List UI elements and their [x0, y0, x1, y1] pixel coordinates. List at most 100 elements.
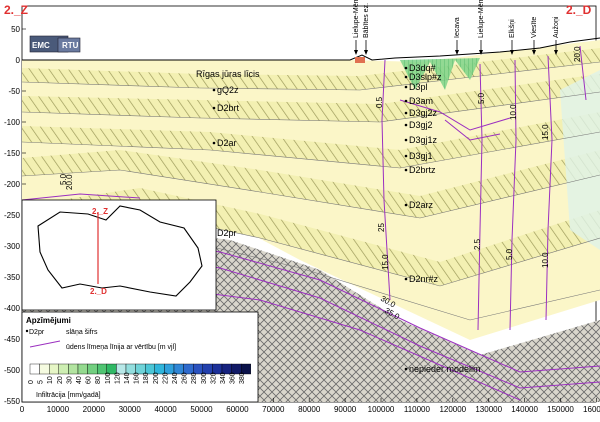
place-label: Lielupe-Mēmele [478, 0, 485, 38]
legend-layer-code-desc: slāņa šifrs [66, 329, 98, 336]
inset-bottom-label: 2._D [90, 287, 107, 296]
layer-label: D3gj2 [409, 120, 433, 130]
x-tick-label: 40000 [154, 405, 177, 414]
scale-swatch [49, 363, 60, 375]
layer-label: nepieder modelim [409, 364, 481, 374]
layer-dot [404, 75, 408, 79]
x-tick-label: 130000 [475, 405, 502, 414]
layer-dot [212, 88, 216, 92]
legend-title: Apzīmējumi [26, 316, 71, 325]
scale-value: 180 [143, 372, 150, 384]
place-arrowhead [554, 50, 558, 55]
place-arrowhead [510, 50, 514, 55]
isoline-value: 15.0 [381, 254, 390, 270]
x-tick-label: 70000 [262, 405, 285, 414]
x-tick-label: 160000 [583, 405, 600, 414]
isoline-value: 15.0 [541, 124, 550, 140]
x-tick-label: 100000 [368, 405, 395, 414]
y-tick-label: 0 [16, 56, 21, 65]
x-tick-label: 80000 [298, 405, 321, 414]
x-tick-label: 150000 [547, 405, 574, 414]
layer-dot [404, 111, 408, 115]
sea-label: Rīgas jūras līcis [196, 69, 260, 79]
x-tick-label: 0 [20, 405, 25, 414]
aquitard-2 [22, 74, 600, 122]
scale-value: 380 [239, 372, 246, 384]
y-tick-label: -350 [4, 273, 21, 282]
scale-value: 140 [124, 372, 131, 384]
y-tick-label: -200 [4, 180, 21, 189]
scale-swatch [68, 363, 79, 375]
aquitard-4 [22, 150, 600, 218]
layer-dot [404, 123, 408, 127]
place-label: Bābītes ez. [363, 3, 370, 38]
y-tick-label: -550 [4, 397, 21, 406]
layer-dot [404, 66, 408, 70]
legend-isoline-sample [29, 340, 61, 348]
scale-value: 280 [191, 372, 198, 384]
layer-label: gQ2z [217, 85, 239, 95]
layer-dot [404, 85, 408, 89]
scale-value: 340 [220, 372, 227, 384]
scale-value: 100 [105, 372, 112, 384]
legend-isoline-desc: ūdens līmeņa līnija ar vērtību [m vjl] [66, 344, 176, 351]
layer-label: D2brtz [409, 165, 436, 175]
y-tick-label: -300 [4, 242, 21, 251]
isoline-value: 10.0 [509, 104, 518, 120]
y-tick-label: 50 [11, 25, 20, 34]
layer-dot [404, 203, 408, 207]
aquitard-3 [22, 112, 600, 168]
y-tick-label: -400 [4, 304, 21, 313]
scale-swatch [58, 363, 69, 375]
layer-label: D3gj1 [409, 151, 433, 161]
x-tick-label: 120000 [439, 405, 466, 414]
isoline-value: 20.0 [65, 174, 74, 190]
x-tick-label: 50000 [190, 405, 213, 414]
scale-value: 200 [153, 372, 160, 384]
legend: Apzīmējumi D2pr slāņa šifrs ūdens līmeņa… [21, 311, 259, 403]
scale-value: 240 [172, 372, 179, 384]
legend-layer-code: D2pr [29, 329, 45, 336]
isoline-value: 5.0 [59, 173, 68, 185]
layer-dot [404, 277, 408, 281]
place-label: Lielupe-Mēmele [353, 0, 360, 38]
place-arrowhead [455, 50, 459, 55]
layer-label: D2ar [217, 138, 237, 148]
scale-swatch [240, 363, 251, 375]
place-arrowhead [364, 50, 368, 55]
x-tick-label: 90000 [334, 405, 357, 414]
layer-dot [404, 367, 408, 371]
scale-value: 160 [134, 372, 141, 384]
layer-dot [404, 99, 408, 103]
x-tick-label: 60000 [226, 405, 249, 414]
x-tick-label: 30000 [119, 405, 142, 414]
isoline-value: 0.5 [375, 96, 384, 108]
x-tick-label: 140000 [511, 405, 538, 414]
scale-value: 300 [201, 372, 208, 384]
layer-label: D3slp#z [409, 72, 442, 82]
inset-top-label: 2._Z [92, 207, 108, 216]
scale-value: 360 [230, 372, 237, 384]
place-label: Viesīte [531, 17, 538, 38]
y-tick-label: -250 [4, 211, 21, 220]
layer-label: D2brt [217, 103, 240, 113]
isoline-value: 2.5 [473, 238, 482, 250]
isoline-value: 5.0 [505, 248, 514, 260]
scale-swatch [39, 363, 50, 375]
y-tick-label: -150 [4, 149, 21, 158]
x-tick-label: 20000 [83, 405, 106, 414]
layer-label: D2nr#z [409, 274, 439, 284]
scale-swatch [77, 363, 88, 375]
aquitard-upper [22, 48, 600, 90]
scale-value: 40 [76, 376, 83, 384]
place-arrowhead [532, 50, 536, 55]
scale-value: 0 [28, 380, 35, 384]
layer-label: D3am [409, 96, 433, 106]
logo-text-left: EMC [32, 41, 50, 50]
y-tick-label: -100 [4, 118, 21, 127]
layer-dot [404, 138, 408, 142]
legend-scale-caption: Infiltrācija [mm/gadā] [36, 392, 101, 399]
scale-value: 5 [38, 380, 45, 384]
layer-dot [212, 106, 216, 110]
